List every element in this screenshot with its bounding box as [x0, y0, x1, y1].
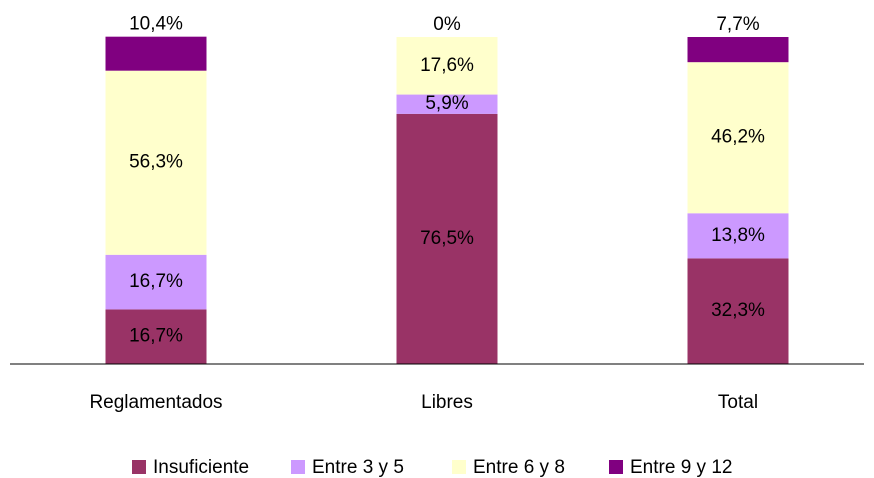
legend-swatch — [609, 460, 623, 474]
data-label: 56,3% — [129, 152, 183, 173]
data-label: 5,9% — [425, 93, 468, 114]
data-label: 0% — [433, 14, 461, 35]
x-tick-label: Total — [718, 392, 758, 413]
bar-segment — [396, 94, 498, 114]
legend-label: Entre 6 y 8 — [473, 457, 565, 478]
data-label: 46,2% — [711, 127, 765, 148]
data-label: 17,6% — [420, 55, 474, 76]
data-label: 7,7% — [716, 14, 759, 35]
bar-segment — [105, 309, 207, 364]
data-label: 16,7% — [129, 326, 183, 347]
legend-swatch — [291, 460, 305, 474]
data-label: 76,5% — [420, 228, 474, 249]
data-label: 13,8% — [711, 225, 765, 246]
bar-segment — [396, 37, 498, 95]
x-tick-label: Reglamentados — [89, 392, 222, 413]
bar-segment — [105, 36, 207, 71]
bar-segment — [687, 213, 789, 259]
legend-swatch — [452, 460, 466, 474]
data-label: 32,3% — [711, 300, 765, 321]
legend-label: Entre 3 y 5 — [312, 457, 404, 478]
bar-segment — [687, 37, 789, 63]
x-tick-label: Libres — [421, 392, 473, 413]
legend-label: Entre 9 y 12 — [630, 457, 732, 478]
data-label: 10,4% — [129, 14, 183, 35]
legend-label: Insuficiente — [153, 457, 249, 478]
bar-segment — [687, 62, 789, 214]
data-label: 16,7% — [129, 271, 183, 292]
legend-swatch — [132, 460, 146, 474]
bar-segment — [105, 254, 207, 310]
bar-segment — [396, 113, 498, 364]
bar-segment — [687, 258, 789, 364]
bar-segment — [105, 70, 207, 255]
